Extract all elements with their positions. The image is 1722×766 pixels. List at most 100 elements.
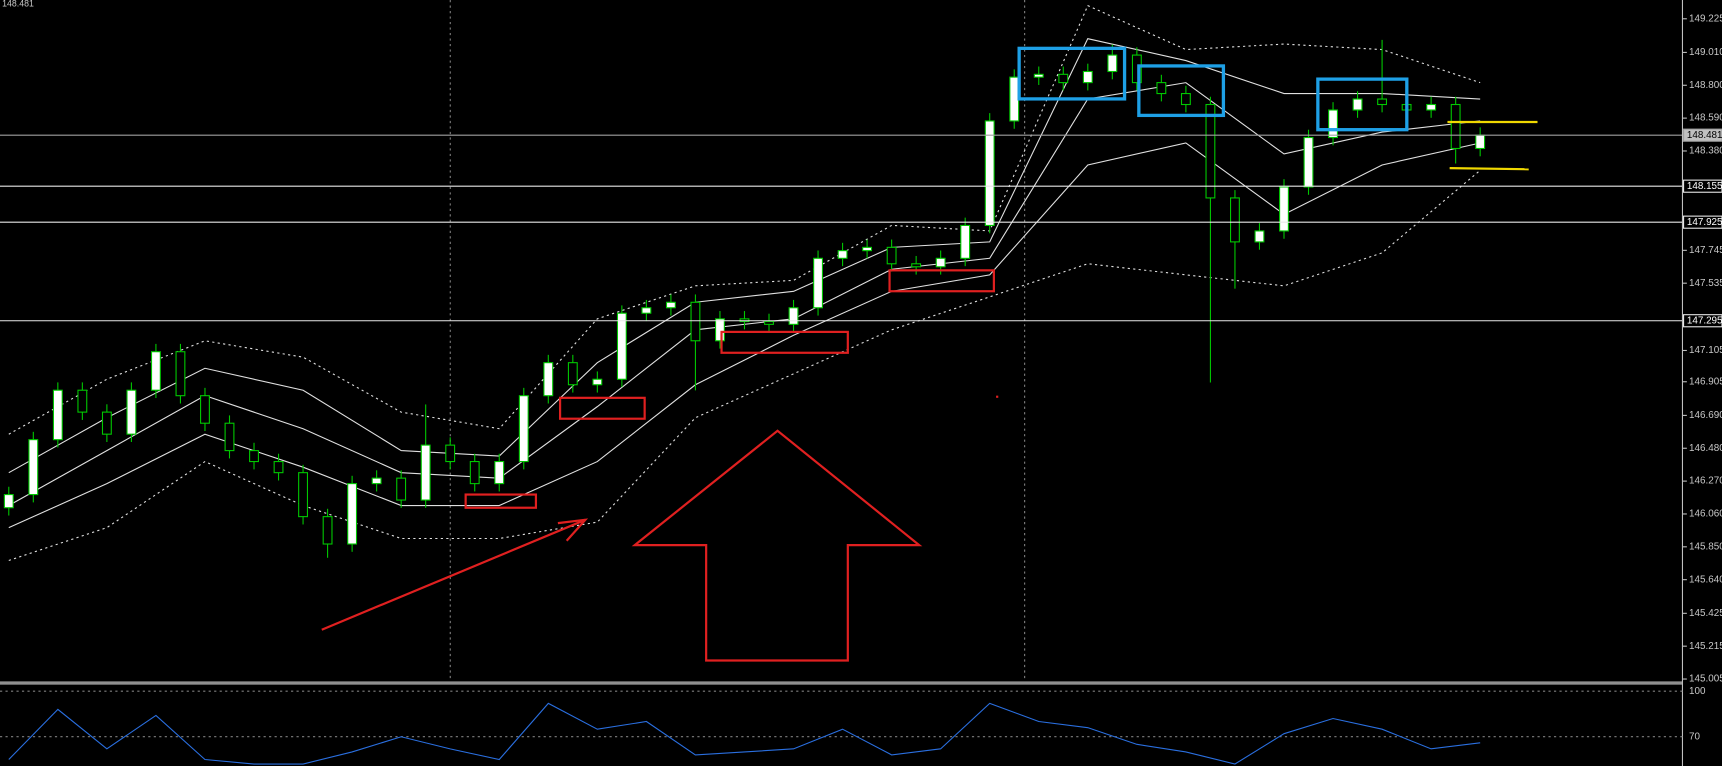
y-tick-label: 149.010 xyxy=(1689,47,1722,58)
red-box xyxy=(558,396,646,420)
level-box xyxy=(1683,215,1722,229)
candle-body xyxy=(1156,82,1167,95)
current-price-label: 148.481 xyxy=(1687,130,1722,141)
indicator-layer: 100 70 xyxy=(0,686,1706,765)
candle-body xyxy=(543,362,554,397)
candle-body xyxy=(249,450,259,463)
y-tick-label: 147.105 xyxy=(1689,345,1722,356)
candle-body xyxy=(1058,73,1069,84)
candle-body xyxy=(567,362,578,386)
y-tick-label: 148.800 xyxy=(1689,80,1722,91)
y-tick-label: 145.425 xyxy=(1689,608,1722,619)
candle-body xyxy=(200,395,210,424)
candle-body xyxy=(1131,54,1142,84)
candle-body xyxy=(347,483,358,545)
red-box xyxy=(720,330,849,354)
candle-body xyxy=(911,263,922,268)
candle-body xyxy=(1475,134,1486,150)
level-label: 147.925 xyxy=(1687,217,1722,228)
annotations xyxy=(321,46,1538,662)
y-tick-label: 145.215 xyxy=(1689,641,1722,652)
candle-body xyxy=(1352,98,1363,111)
candle-body xyxy=(592,378,603,386)
candle-body xyxy=(518,395,529,463)
candle-body xyxy=(1180,93,1191,106)
red-box xyxy=(888,269,995,293)
candle-body xyxy=(469,461,480,485)
candle-layer xyxy=(3,39,1486,558)
bollinger-band xyxy=(8,169,1481,562)
header-price: 148.481 xyxy=(2,0,34,9)
y-tick-label: 145.640 xyxy=(1689,574,1722,585)
y-tick-label: 146.905 xyxy=(1689,376,1722,387)
candle-body xyxy=(150,351,161,391)
candle-body xyxy=(1254,230,1265,243)
y-tick-label: 148.380 xyxy=(1689,146,1722,157)
candle-body xyxy=(52,389,63,441)
candle-body xyxy=(1279,186,1289,232)
bollinger-band xyxy=(8,38,1481,474)
candle-body xyxy=(494,461,505,485)
candle-body xyxy=(322,516,333,545)
candle-body xyxy=(665,301,676,309)
indicator-line xyxy=(8,702,1481,765)
candle-body xyxy=(641,307,652,314)
current-price-box xyxy=(1683,128,1722,142)
candle-body xyxy=(837,250,848,259)
y-tick-label: 148.590 xyxy=(1689,113,1722,124)
candle-body xyxy=(1377,98,1388,106)
candle-body xyxy=(396,477,407,501)
level-box xyxy=(1683,314,1722,328)
candle-body xyxy=(1450,103,1461,150)
axis-layer: 149.225 149.010 148.800 148.590 148.380 147.7… xyxy=(1682,13,1722,685)
red-box xyxy=(464,493,538,509)
trend-arrow xyxy=(321,518,586,631)
candle-body xyxy=(862,246,873,252)
candle-body xyxy=(788,307,799,325)
candle-body xyxy=(1328,109,1338,139)
candle-body xyxy=(1009,76,1020,122)
candle-body xyxy=(1426,103,1437,111)
grid-layer xyxy=(449,0,1026,682)
candle-body xyxy=(984,120,995,227)
level-box xyxy=(1683,179,1722,193)
trend-arrow-head xyxy=(557,518,589,542)
candle-body xyxy=(420,444,431,501)
candle-body xyxy=(1303,136,1314,188)
candle-body xyxy=(935,257,946,268)
candle-body xyxy=(690,301,701,342)
candle-body xyxy=(77,389,88,413)
candle-body xyxy=(101,411,112,435)
indicator-tick-label: 100 xyxy=(1689,686,1706,697)
y-tick-label: 146.060 xyxy=(1689,509,1722,520)
yellow-line xyxy=(1449,167,1529,171)
candle-body xyxy=(445,444,456,463)
y-tick-label: 146.480 xyxy=(1689,443,1722,454)
candle-body xyxy=(813,257,823,309)
candle-body xyxy=(273,461,284,474)
candle-body xyxy=(1107,54,1118,73)
candle-body xyxy=(28,439,39,496)
level-label: 148.155 xyxy=(1687,181,1722,192)
level-label: 147.295 xyxy=(1687,315,1722,326)
candle-body xyxy=(960,224,971,259)
candle-body xyxy=(715,318,725,342)
candle-body xyxy=(1033,73,1044,78)
candle-body xyxy=(886,246,897,265)
y-tick-label: 146.270 xyxy=(1689,476,1722,487)
candle-body xyxy=(175,351,186,397)
candle-body xyxy=(3,494,14,509)
y-tick-label: 145.850 xyxy=(1689,541,1722,552)
panel-separator xyxy=(0,681,1683,685)
blue-box xyxy=(1316,77,1409,132)
candle-body xyxy=(764,320,774,325)
candle-body xyxy=(616,312,627,380)
y-tick-label: 147.745 xyxy=(1689,245,1722,256)
indicator-tick-label: 70 xyxy=(1689,731,1700,742)
candle-body xyxy=(371,477,382,485)
candle-body xyxy=(126,389,137,435)
y-tick-label: 145.005 xyxy=(1689,674,1722,685)
candle-body xyxy=(1205,103,1216,199)
blue-box xyxy=(1137,64,1226,118)
